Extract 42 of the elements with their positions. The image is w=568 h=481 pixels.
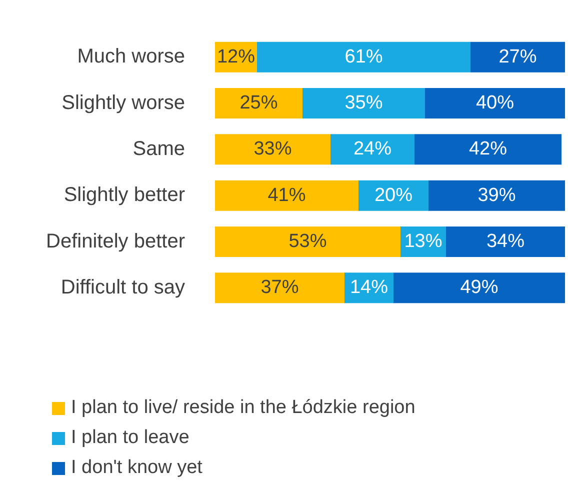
data-label: 35%	[344, 92, 383, 114]
bar	[394, 272, 565, 304]
bar	[215, 226, 400, 257]
data-label: 53%	[288, 230, 327, 252]
data-label: 25%	[240, 92, 278, 114]
legend-label: I plan to live/ reside in the Łódzkie region	[71, 397, 416, 419]
data-label: 14%	[350, 277, 388, 298]
data-label: 42%	[468, 138, 508, 160]
data-label: 20%	[374, 184, 413, 206]
y-tick-label: Slightly worse	[62, 92, 185, 114]
data-label: 40%	[476, 92, 514, 114]
data-label: 12%	[216, 46, 256, 68]
bar	[215, 180, 358, 211]
legend-label: I don't know yet	[71, 457, 202, 479]
bar	[358, 180, 428, 211]
data-label: 24%	[353, 138, 392, 160]
bar	[302, 88, 425, 118]
bar	[257, 42, 470, 72]
data-label: 41%	[268, 184, 306, 206]
bar	[215, 88, 302, 118]
data-label: 27%	[498, 46, 537, 68]
data-label: 37%	[260, 277, 299, 298]
bar	[428, 180, 565, 211]
data-label: 34%	[486, 230, 525, 252]
y-tick-label: Much worse	[77, 46, 185, 68]
data-label: 13%	[404, 230, 442, 252]
y-tick-label: Definitely better	[46, 230, 186, 252]
data-label: 61%	[344, 46, 383, 68]
bar	[414, 134, 562, 165]
data-label: 49%	[460, 277, 498, 298]
legend-label: I plan to leave	[71, 427, 190, 449]
data-label: 39%	[478, 184, 516, 206]
bar	[330, 134, 414, 165]
bar	[215, 134, 330, 165]
data-label: 33%	[254, 138, 292, 160]
bar	[425, 88, 565, 118]
bar	[470, 42, 565, 72]
y-tick-label: Slightly better	[64, 184, 186, 206]
y-tick-label: Same	[132, 138, 185, 160]
bar	[446, 226, 565, 257]
bar	[215, 272, 344, 304]
y-tick-label: Difficult to say	[60, 276, 185, 298]
